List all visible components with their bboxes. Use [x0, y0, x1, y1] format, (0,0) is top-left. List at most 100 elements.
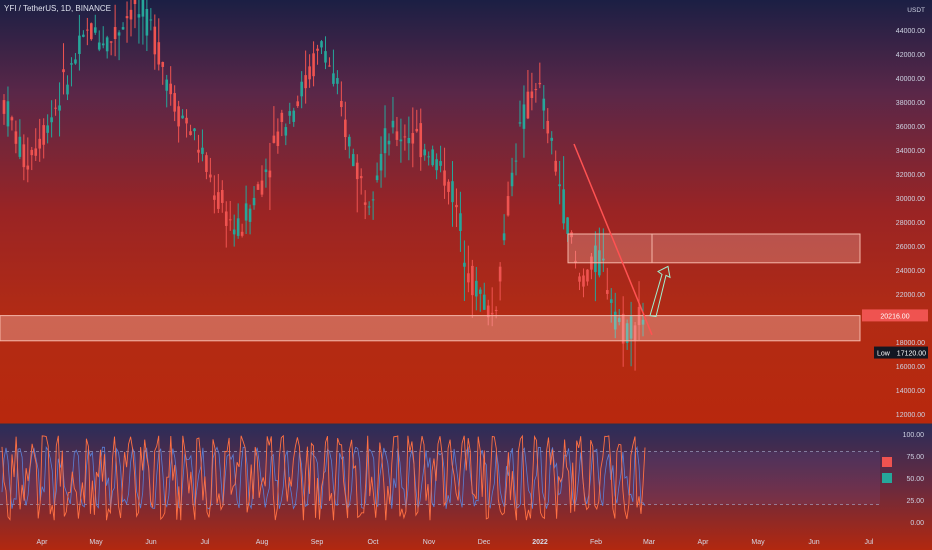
time-tick-label: Dec: [478, 539, 491, 546]
osc-line-k: [1, 434, 646, 521]
osc-tick-label: 0.00: [910, 520, 924, 527]
price-tick-label: 22000.00: [896, 292, 925, 299]
candle-body: [236, 218, 240, 236]
osc-band-fill: [0, 451, 880, 505]
candle-body: [371, 199, 375, 201]
candle-body: [66, 84, 69, 95]
candle-body: [625, 323, 629, 343]
candle-body: [141, 0, 145, 17]
price-tick-label: 40000.00: [896, 76, 925, 83]
candle-body: [292, 110, 296, 122]
price-tick-label: 26000.00: [896, 244, 925, 251]
candle-body: [514, 160, 518, 162]
osc-tick-label: 50.00: [906, 476, 924, 483]
candle-body: [169, 83, 172, 95]
candle-body: [26, 165, 30, 170]
time-tick-label: Oct: [368, 539, 379, 546]
time-tick-label: Feb: [590, 539, 602, 546]
candle-body: [498, 266, 502, 282]
candle-body: [407, 138, 411, 144]
candle-body: [185, 117, 188, 124]
trendline: [573, 143, 653, 336]
candle-body: [173, 93, 176, 112]
candle-body: [332, 73, 335, 84]
candle-body: [439, 161, 442, 166]
candle-body: [574, 260, 577, 263]
price-tick-label: 34000.00: [896, 148, 925, 155]
candle-body: [594, 245, 597, 273]
candle-body: [463, 262, 466, 267]
candle-body: [101, 43, 105, 46]
candle-body: [518, 122, 522, 124]
candle-body: [10, 117, 14, 121]
price-tick-label: 24000.00: [896, 268, 925, 275]
candle-body: [58, 105, 61, 111]
candle-body: [86, 29, 89, 31]
osc-swatch-d: [882, 473, 892, 483]
candle-body: [502, 233, 506, 241]
osc-tick-label: 75.00: [906, 454, 924, 461]
drawings: [573, 143, 671, 336]
candle-body: [300, 81, 303, 97]
candle-body: [475, 280, 478, 297]
oscillator-axis[interactable]: 0.00 25.00 50.00 75.00 100.00: [903, 432, 925, 527]
candle-body: [562, 189, 565, 224]
candle-body: [78, 35, 81, 54]
candle-body: [244, 203, 248, 221]
support-zone: [0, 315, 861, 342]
osc-tick-label: 100.00: [903, 432, 925, 439]
candle-body: [205, 155, 208, 172]
candle-body: [542, 98, 546, 111]
candle-body: [149, 19, 153, 21]
candle-body: [617, 318, 621, 323]
candle-body: [578, 276, 581, 282]
candle-body: [423, 149, 427, 156]
candle-body: [129, 9, 133, 20]
candle-body: [252, 197, 256, 206]
candle-body: [217, 192, 220, 209]
candle-body: [54, 107, 57, 109]
time-tick-label: Jun: [145, 539, 156, 546]
candle-body: [482, 294, 486, 310]
candles: [2, 0, 645, 371]
candle-body: [224, 211, 228, 226]
candle-body: [340, 100, 343, 108]
candle-body: [50, 117, 53, 123]
candle-body: [351, 154, 355, 167]
candle-body: [220, 189, 224, 203]
candle-body: [379, 153, 383, 171]
candle-body: [621, 313, 625, 344]
candle-body: [605, 290, 609, 294]
time-axis[interactable]: Apr May Jun Jul Aug Sep Oct Nov Dec 2022 Feb Mar Apr…: [37, 539, 874, 546]
candle-body: [264, 169, 268, 173]
candle-body: [284, 127, 288, 136]
time-tick-label: Aug: [256, 539, 269, 546]
osc-tick-label: 25.00: [906, 498, 924, 505]
price-tick-label: 14000.00: [896, 388, 925, 395]
candle-body: [486, 305, 490, 318]
candle-body: [105, 37, 109, 52]
candle-body: [324, 51, 327, 63]
price-tags: 20216.00 Low 17120.00: [862, 309, 928, 359]
candle-body: [304, 75, 307, 89]
candle-body: [22, 144, 26, 168]
candle-body: [641, 319, 645, 325]
candle-body: [312, 53, 315, 77]
candle-body: [443, 170, 446, 186]
price-tick-label: 32000.00: [896, 172, 925, 179]
candle-body: [145, 8, 149, 36]
candle-body: [534, 89, 538, 91]
low-label: Low: [877, 351, 891, 358]
candle-body: [74, 59, 77, 64]
time-tick-label: Jun: [808, 539, 819, 546]
candle-body: [383, 128, 387, 154]
candle-body: [316, 48, 319, 51]
candle-body: [526, 91, 530, 119]
candle-body: [415, 128, 419, 132]
candle-body: [455, 204, 458, 208]
candle-body: [629, 316, 633, 339]
candle-body: [308, 66, 311, 80]
candle-body: [431, 149, 434, 166]
candle-body: [478, 289, 482, 294]
